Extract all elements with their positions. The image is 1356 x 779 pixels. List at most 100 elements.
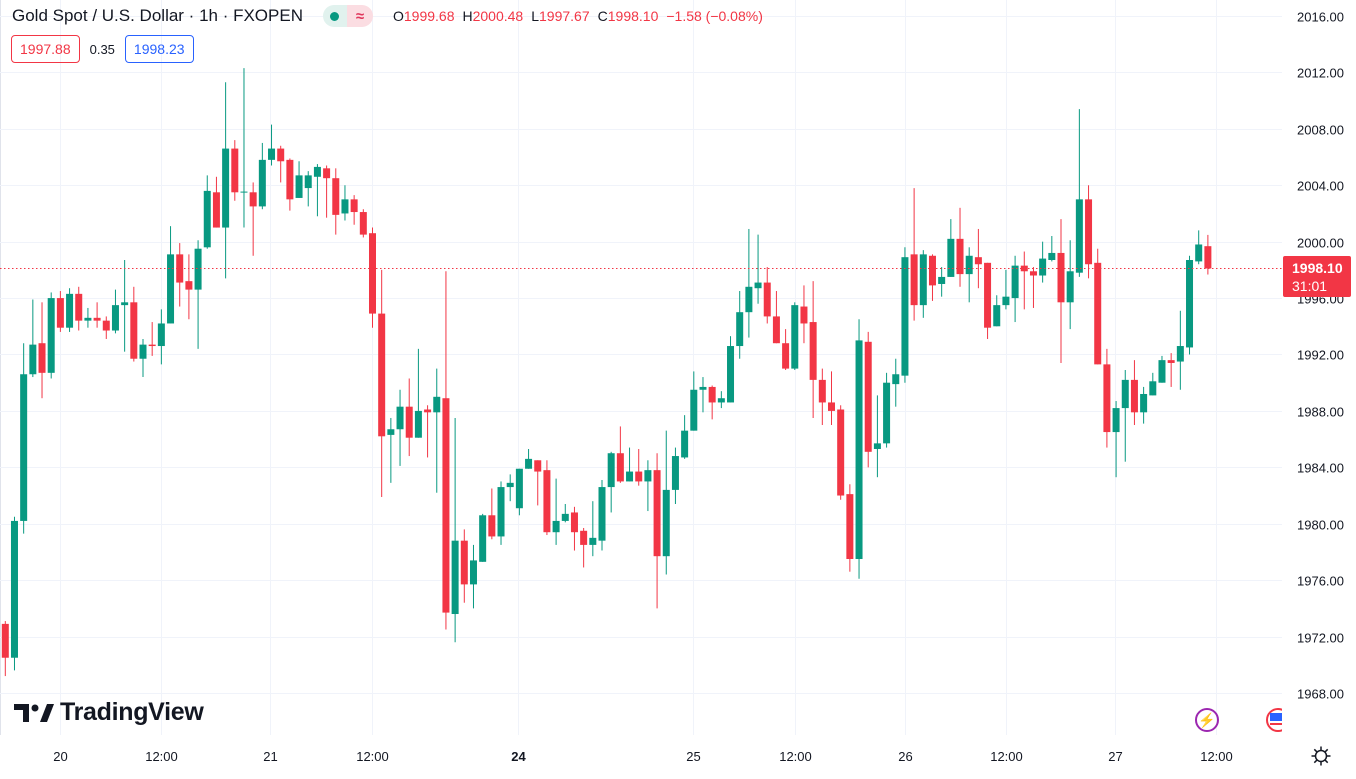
market-open-icon[interactable] xyxy=(322,5,347,27)
candle-body xyxy=(185,281,193,290)
candle-body xyxy=(323,168,331,179)
sell-button[interactable]: 1997.88 xyxy=(11,35,80,63)
candle-body xyxy=(295,175,303,198)
candle-down xyxy=(653,453,661,609)
time-tick-label: 12:00 xyxy=(145,749,178,764)
candle-body xyxy=(1121,379,1129,409)
candle-body xyxy=(148,344,156,347)
price-tick-label: 2000.00 xyxy=(1297,236,1344,251)
candle-body xyxy=(818,379,826,403)
tradingview-logo[interactable]: TradingView xyxy=(14,698,204,727)
us-flag-icon[interactable] xyxy=(1266,708,1282,732)
candle-body xyxy=(671,456,679,490)
candle-up xyxy=(240,68,248,228)
candle-body xyxy=(341,199,349,214)
candle-body xyxy=(102,320,110,331)
candle-body xyxy=(222,148,230,228)
candle-body xyxy=(837,409,845,496)
candle-up xyxy=(497,481,505,545)
candle-up xyxy=(304,171,312,207)
candle-body xyxy=(1112,408,1120,433)
candle-down xyxy=(782,329,790,371)
ohlc-values: O 1999.68 H 2000.48 L 1997.67 C 1998.10 −1.5… xyxy=(393,8,763,24)
candle-down xyxy=(488,488,496,540)
candle-body xyxy=(130,302,138,359)
candle-body xyxy=(782,343,790,369)
symbol-title[interactable]: Gold Spot / U.S. Dollar · 1h · FXOPEN xyxy=(12,6,303,25)
candle-up xyxy=(607,451,615,513)
logo-text: TradingView xyxy=(60,698,204,726)
candle-down xyxy=(286,158,294,211)
candle-body xyxy=(1048,252,1056,260)
candle-body xyxy=(910,254,918,306)
candle-up xyxy=(552,478,560,545)
candle-up xyxy=(1149,372,1157,396)
candle-body xyxy=(414,410,422,438)
candle-up xyxy=(157,309,165,365)
price-axis[interactable]: 2016.002012.002008.002004.002000.001996.… xyxy=(1297,10,1344,702)
candle-body xyxy=(708,386,716,403)
gear-icon[interactable] xyxy=(1310,745,1332,767)
candle-down xyxy=(75,286,83,331)
candle-body xyxy=(791,305,799,369)
last-price-label: 1998.10 31:01 xyxy=(1283,256,1351,297)
candle-down xyxy=(277,145,285,183)
lightning-icon[interactable]: ⚡ xyxy=(1195,708,1219,732)
candle-body xyxy=(56,298,64,328)
candle-body xyxy=(387,429,395,435)
candle-body xyxy=(424,409,432,413)
candle-body xyxy=(699,386,707,390)
candle-down xyxy=(1,621,9,677)
candle-body xyxy=(231,148,239,193)
candle-up xyxy=(919,250,927,318)
candle-body xyxy=(736,312,744,347)
candle-body xyxy=(515,468,523,509)
time-tick-label: 25 xyxy=(686,749,700,764)
candle-body xyxy=(883,382,891,444)
candle-body xyxy=(378,313,386,437)
candle-down xyxy=(424,405,432,458)
candle-body xyxy=(405,406,413,438)
candle-body xyxy=(286,159,294,200)
candle-up xyxy=(671,447,679,504)
candle-body xyxy=(653,470,661,557)
price-tick-label: 2012.00 xyxy=(1297,66,1344,81)
candle-body xyxy=(570,512,578,533)
candle-body xyxy=(75,293,83,321)
candle-down xyxy=(102,316,110,339)
price-tick-label: 2008.00 xyxy=(1297,123,1344,138)
candle-up xyxy=(525,448,533,469)
candle-body xyxy=(460,540,468,585)
time-tick-label: 27 xyxy=(1108,749,1122,764)
candle-body xyxy=(561,513,569,521)
candle-down xyxy=(534,460,542,506)
candle-up xyxy=(1140,386,1148,424)
candle-up xyxy=(1195,230,1203,265)
candle-body xyxy=(662,489,670,557)
candle-down xyxy=(974,228,982,289)
high-label: H xyxy=(462,8,473,24)
candle-up xyxy=(965,247,973,303)
candle-down xyxy=(323,165,331,218)
data-delay-icon[interactable]: ≈ xyxy=(346,5,373,27)
buy-button[interactable]: 1998.23 xyxy=(124,35,194,63)
grid-lines xyxy=(0,0,1282,735)
time-axis[interactable]: 20 12:00 21 12:00 24 25 12:00 26 12:00 27 12:00 xyxy=(53,749,1233,764)
candle-body xyxy=(433,396,441,413)
candle-body xyxy=(938,276,946,284)
candle-down xyxy=(38,302,46,399)
price-tick-label: 1972.00 xyxy=(1297,631,1344,646)
candle-body xyxy=(10,520,18,658)
candle-body xyxy=(479,515,487,562)
time-tick-label: 24 xyxy=(511,749,526,764)
candle-body xyxy=(809,322,817,380)
candle-body xyxy=(919,254,927,306)
candle-body xyxy=(901,257,909,376)
candle-body xyxy=(451,540,459,615)
candle-body xyxy=(772,316,780,344)
candle-down xyxy=(460,529,468,603)
candle-body xyxy=(47,298,55,373)
status-pills[interactable]: ≈ xyxy=(322,5,373,27)
candle-down xyxy=(1094,248,1102,365)
